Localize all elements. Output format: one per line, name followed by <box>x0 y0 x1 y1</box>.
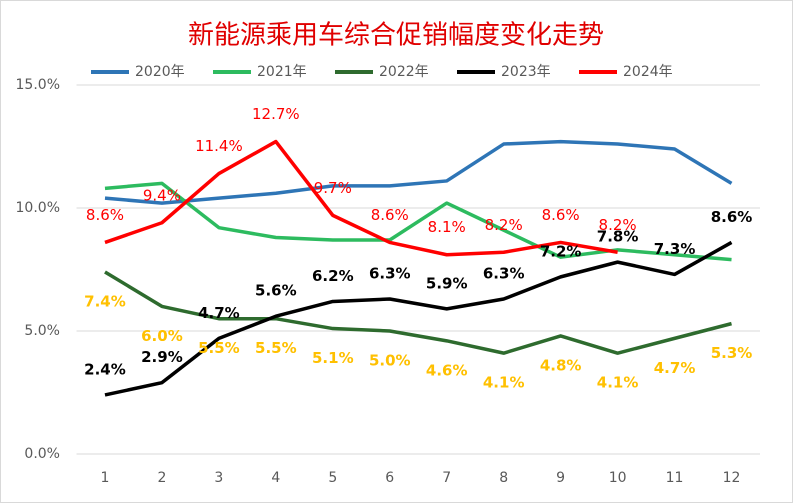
data-label: 8.6% <box>86 206 124 224</box>
y-tick-label: 15.0% <box>16 77 60 93</box>
data-label: 6.0% <box>141 327 183 345</box>
data-label: 5.0% <box>369 352 411 370</box>
data-label: 6.3% <box>483 265 525 283</box>
data-label: 9.7% <box>314 179 352 197</box>
x-tick-label: 2 <box>157 470 166 486</box>
series-line <box>104 181 732 262</box>
data-label: 4.6% <box>426 361 468 379</box>
x-tick-label: 6 <box>385 470 394 486</box>
legend-label: 2024年 <box>623 64 673 80</box>
data-label: 8.1% <box>428 218 466 236</box>
data-label: 6.2% <box>312 267 354 285</box>
data-label: 5.9% <box>426 274 468 292</box>
x-tick-label: 3 <box>214 470 223 486</box>
y-tick-label: 5.0% <box>24 323 60 339</box>
data-label: 7.2% <box>540 242 582 260</box>
series-line <box>104 240 733 397</box>
legend-label: 2021年 <box>257 64 307 80</box>
series-line <box>104 139 618 257</box>
data-label: 5.1% <box>312 349 354 367</box>
data-label: 8.2% <box>485 216 523 234</box>
data-label: 5.5% <box>255 339 297 357</box>
data-label: 2.9% <box>141 348 183 366</box>
x-tick-label: 8 <box>499 470 508 486</box>
data-label: 7.3% <box>654 240 696 258</box>
data-label: 7.4% <box>84 292 126 310</box>
data-label: 5.5% <box>198 339 240 357</box>
data-label: 4.7% <box>654 359 696 377</box>
legend-label: 2023年 <box>501 64 551 80</box>
x-tick-label: 10 <box>609 470 627 486</box>
data-label: 5.3% <box>711 344 753 362</box>
data-label: 6.3% <box>369 265 411 283</box>
data-label: 11.4% <box>195 137 243 155</box>
data-label: 4.7% <box>198 304 240 322</box>
x-tick-label: 12 <box>723 470 741 486</box>
data-label: 8.2% <box>599 216 637 234</box>
legend-label: 2020年 <box>135 64 185 80</box>
series-line <box>104 270 732 355</box>
y-tick-label: 10.0% <box>16 200 60 216</box>
data-label: 12.7% <box>252 105 300 123</box>
x-tick-label: 5 <box>328 470 337 486</box>
data-label: 2.4% <box>84 360 126 378</box>
data-label: 8.6% <box>371 206 409 224</box>
legend-label: 2022年 <box>379 64 429 80</box>
data-label: 8.6% <box>711 208 753 226</box>
data-label: 4.1% <box>483 374 525 392</box>
x-tick-label: 9 <box>556 470 565 486</box>
data-label: 4.1% <box>597 374 639 392</box>
data-label: 7.8% <box>597 228 639 246</box>
y-tick-label: 0.0% <box>24 446 60 462</box>
data-label: 9.4% <box>143 186 181 204</box>
data-label: 8.6% <box>542 206 580 224</box>
data-label: 5.6% <box>255 282 297 300</box>
x-tick-label: 1 <box>101 470 110 486</box>
series-line <box>104 139 733 205</box>
x-tick-label: 11 <box>666 470 684 486</box>
x-tick-label: 7 <box>442 470 451 486</box>
x-tick-label: 4 <box>271 470 280 486</box>
data-label: 4.8% <box>540 356 582 374</box>
chart-title: 新能源乘用车综合促销幅度变化走势 <box>188 21 604 51</box>
